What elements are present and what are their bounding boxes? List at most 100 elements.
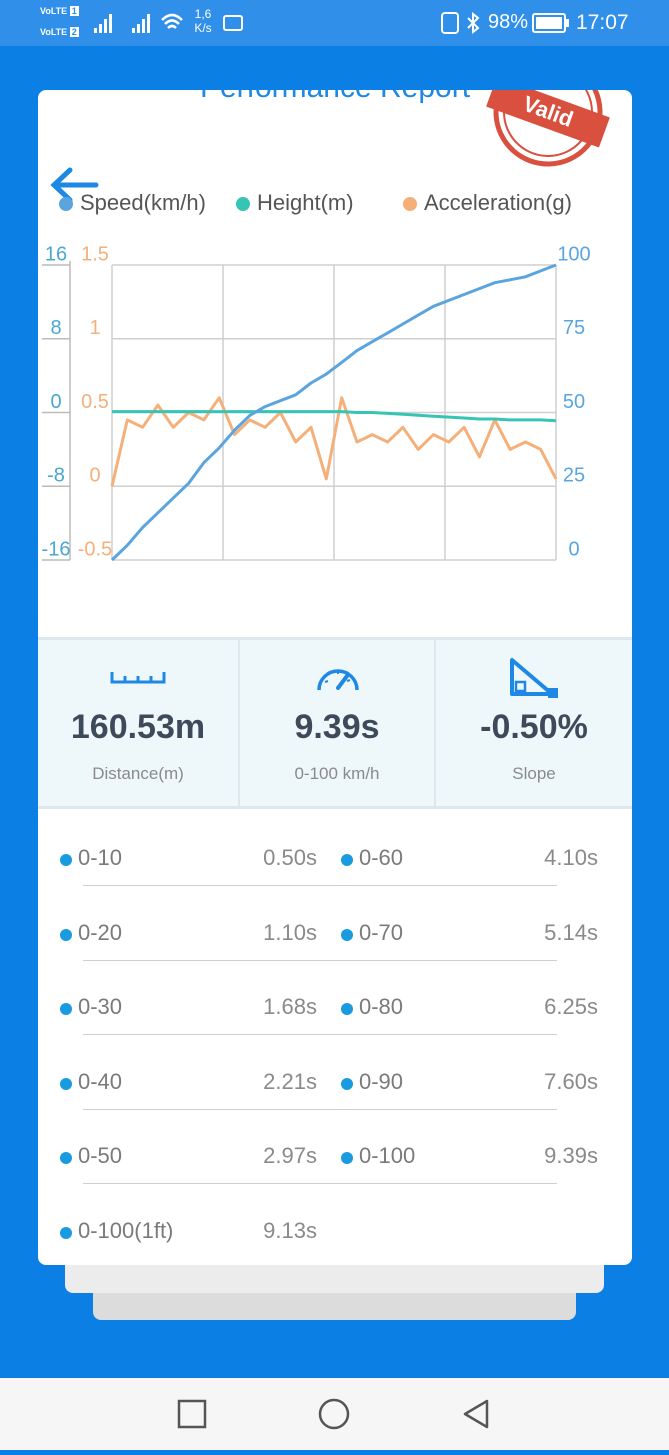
split-time: 6.25s — [544, 994, 598, 1019]
y3-tick-label: 1.5 — [81, 243, 109, 265]
signal-icons — [94, 13, 243, 33]
row-separator — [83, 1183, 557, 1184]
row-separator — [83, 1108, 557, 1110]
split-dot — [341, 928, 353, 941]
recents-button[interactable] — [177, 1399, 207, 1429]
y2-tick-label: 75 — [563, 317, 585, 339]
split-time: 2.21s — [263, 1068, 317, 1094]
row-separator — [83, 1034, 557, 1035]
stats-panel: 160.53m Distance(m) 9.39s 0-100 km/h - — [38, 637, 632, 809]
legend-label: Speed(km/h) — [80, 190, 206, 215]
split-label: 0-80 — [359, 994, 404, 1019]
y2-tick-label: 0 — [568, 538, 579, 560]
split-dot — [341, 1152, 353, 1164]
split-time: 9.39s — [544, 1143, 598, 1168]
split-label: 0-60 — [359, 845, 404, 870]
split-label: 0-100 — [359, 1143, 416, 1168]
split-label: 0-30 — [78, 994, 123, 1019]
legend-swatch — [403, 197, 417, 211]
y-tick-label: -8 — [47, 465, 65, 487]
split-time: 7.60s — [544, 1068, 598, 1094]
stat-value: 9.39s — [294, 708, 380, 746]
row-separator — [83, 959, 557, 961]
series-line — [110, 263, 557, 562]
split-list: 0-10 0.50s 0-60 4.10s 0-20 1.10s 0-70 5.14s 0-30… — [38, 808, 632, 1265]
split-dot — [341, 854, 353, 866]
split-time: 1.10s — [263, 919, 317, 945]
y2-tick-label: 100 — [557, 243, 590, 265]
sim-2: VoLTE 2 — [40, 27, 79, 37]
home-button[interactable] — [318, 1398, 350, 1430]
report-card: Performance Report Valid Speed(km/h) Heig… — [38, 90, 632, 1265]
split-dot — [60, 854, 72, 866]
sim-slot: 1 — [69, 6, 79, 16]
series-line — [112, 410, 557, 423]
sim-label: VoLTE — [40, 6, 68, 16]
net-speed-value: 1,6 — [194, 7, 212, 21]
back-nav-button[interactable] — [463, 1399, 489, 1429]
chart: Performance Report Valid Speed(km/h) Heig… — [42, 90, 610, 562]
net-speed-unit: K/s — [194, 21, 212, 35]
series-line — [110, 396, 558, 487]
split-label: 0-50 — [78, 1143, 123, 1168]
battery-icon — [532, 13, 569, 33]
valid-stamp: Valid — [486, 90, 610, 167]
nav-icons — [177, 1398, 489, 1430]
stat-caption: Distance(m) — [92, 764, 184, 783]
split-time: 5.14s — [544, 919, 598, 945]
y3-tick-label: 1 — [89, 317, 100, 339]
stat-distance: 160.53m Distance(m) — [38, 640, 240, 806]
split-dot — [341, 1003, 353, 1015]
clock: 17:07 — [576, 11, 629, 34]
legend-label: Height(m) — [257, 190, 354, 215]
y2-tick-label: 25 — [563, 465, 585, 487]
legend-swatch — [59, 197, 73, 211]
net-speed: 1,6 K/s — [192, 7, 214, 35]
y-tick-label: 0 — [50, 391, 61, 413]
legend-swatch — [236, 197, 250, 211]
page-title: Performance Report — [200, 90, 471, 104]
status-bar: VoLTE 1 VoLTE 2 1,6 K/s 98% 17:07 — [0, 0, 669, 46]
split-label: 0-90 — [359, 1068, 404, 1094]
legend: Speed(km/h) Height(m) Acceleration(g) — [59, 190, 572, 215]
stat-value: -0.50% — [480, 708, 588, 746]
split-dot — [60, 1003, 72, 1015]
navigation-bar — [0, 1378, 669, 1450]
stat-time: 9.39s 0-100 km/h — [240, 640, 436, 806]
y-tick-label: -16 — [42, 538, 71, 560]
stat-slope: -0.50% Slope — [436, 640, 632, 806]
stat-caption: 0-100 km/h — [294, 764, 380, 783]
back-button[interactable] — [50, 167, 99, 203]
split-label: 0-10 — [78, 845, 123, 870]
axes: 0 25 50 75 100 -16 -8 0 8 16 -0.5 0 0.5 1 1.5 — [42, 243, 591, 561]
stat-caption: Slope — [512, 764, 556, 783]
split-time: 1.68s — [263, 994, 317, 1019]
plot — [110, 263, 558, 562]
legend-label: Acceleration(g) — [424, 190, 572, 215]
split-label: 0-20 — [78, 919, 123, 945]
split-dot — [60, 928, 72, 941]
stat-value: 160.53m — [70, 708, 206, 746]
split-time: 0.50s — [263, 845, 317, 870]
nfc-bt-icons — [441, 11, 480, 35]
y-tick-label: 16 — [45, 243, 67, 265]
split-label: 0-40 — [78, 1068, 123, 1094]
ruler-icon — [110, 672, 166, 684]
slope-icon — [510, 658, 558, 698]
y2-tick-label: 50 — [563, 391, 585, 413]
split-dot — [60, 1077, 72, 1090]
row-separator — [83, 885, 557, 886]
sim-slot: 2 — [69, 27, 79, 37]
y3-tick-label: 0.5 — [81, 391, 109, 413]
y3-tick-label: 0 — [89, 465, 100, 487]
gauge-icon — [317, 669, 359, 691]
split-dot — [60, 1226, 72, 1239]
sim-label: VoLTE — [40, 27, 68, 37]
split-dot — [341, 1077, 353, 1090]
split-label: 0-100(1ft) — [78, 1217, 174, 1243]
y-tick-label: 8 — [50, 317, 61, 339]
y3-tick-label: -0.5 — [78, 538, 112, 560]
battery-level: 98% — [488, 11, 529, 33]
split-time: 9.13s — [263, 1217, 317, 1243]
